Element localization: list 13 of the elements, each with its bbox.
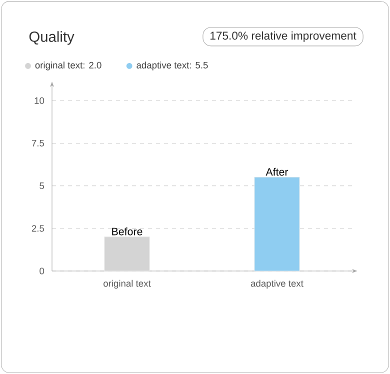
chart-title: Quality — [29, 31, 74, 45]
y-tick-label: 7.5 — [32, 140, 44, 146]
y-tick-label: 2.5 — [32, 225, 44, 232]
annotation: Before — [112, 227, 142, 236]
x-tick-label: adaptive text — [250, 280, 304, 289]
y-tick-label: 10 — [34, 97, 44, 104]
y-tick-label: 5 — [40, 182, 44, 190]
annotation: After — [266, 168, 288, 176]
x-tick-label: original text — [104, 280, 151, 289]
text: 175.0% relative improvement — [210, 31, 356, 42]
legend-label: adaptive text: 5.5 — [136, 62, 208, 70]
legend-label: original text: 2.0 — [35, 62, 102, 70]
y-tick-label: 0 — [40, 268, 44, 274]
